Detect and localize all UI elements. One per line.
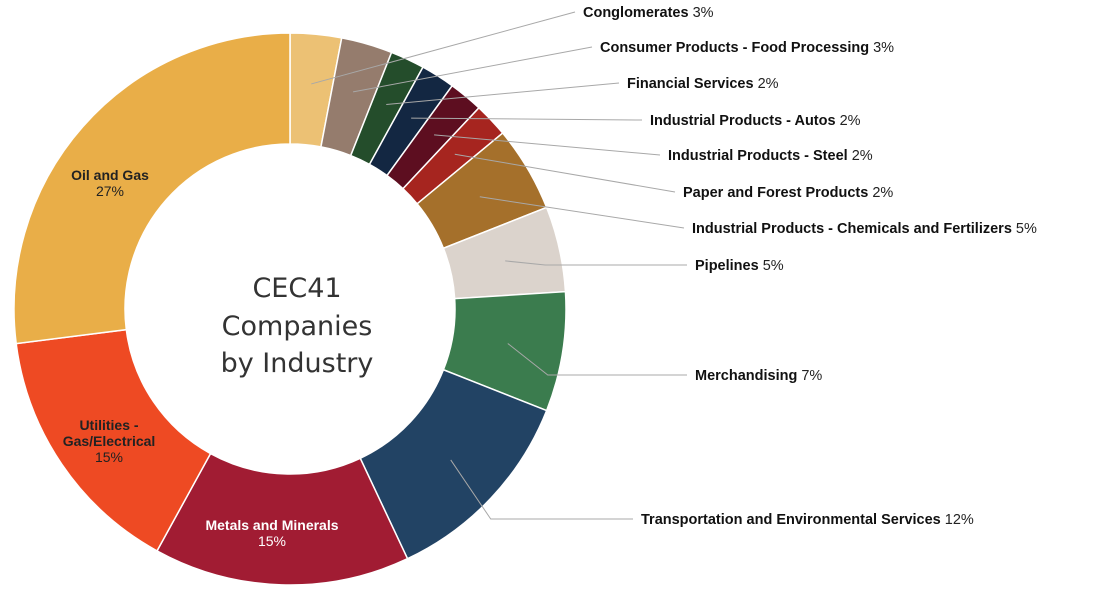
leader-line-pipelines (505, 260, 687, 266)
slice-label-name: Transportation and Environmental Service… (641, 512, 941, 528)
chart-title-line-1: CEC41 (252, 273, 341, 304)
slice-label-conglomerates: Conglomerates 3% (583, 5, 714, 21)
slice-label-industrial-products-steel: Industrial Products - Steel 2% (668, 148, 873, 164)
slice-label-name: Pipelines (695, 258, 759, 274)
slice-label-value: 12% (941, 512, 974, 528)
leader-line-consumer-products-food-processing (352, 46, 593, 93)
donut-slices (13, 32, 567, 586)
slice-label-name: Consumer Products - Food Processing (600, 40, 869, 56)
slice-label-name: Conglomerates (583, 5, 689, 21)
slice-label-value: 3% (689, 5, 714, 21)
leader-line-industrial-products-steel (434, 134, 661, 156)
slice-label-value: 7% (797, 368, 822, 384)
slice-oil-and-gas (13, 32, 291, 345)
slice-label-value: 5% (1012, 221, 1037, 237)
leader-line-merchandising (507, 343, 687, 376)
slice-label-name-utilities-gas-electrical: Gas/Electrical (63, 433, 156, 449)
slice-label-value-oil-and-gas: 27% (96, 183, 124, 199)
slice-label-value-metals-and-minerals: 15% (258, 533, 286, 549)
slice-label-value-utilities-gas-electrical: 15% (95, 449, 123, 465)
slice-label-name: Paper and Forest Products (683, 185, 868, 201)
slice-labels: Conglomerates 3%Consumer Products - Food… (63, 5, 1037, 549)
leader-lines (311, 11, 687, 520)
slice-label-transportation-and-environmental-services: Transportation and Environmental Service… (641, 512, 974, 528)
slice-label-merchandising: Merchandising 7% (695, 368, 822, 384)
leader-line-financial-services (386, 82, 620, 105)
slice-label-name: Financial Services (627, 76, 754, 92)
slice-label-name-oil-and-gas: Oil and Gas (71, 167, 149, 183)
slice-label-paper-and-forest-products: Paper and Forest Products 2% (683, 185, 893, 201)
leader-line-industrial-products-chemicals-and-fertilizers (479, 196, 685, 229)
slice-label-industrial-products-autos: Industrial Products - Autos 2% (650, 113, 861, 129)
slice-label-name: Industrial Products - Chemicals and Fert… (692, 221, 1012, 237)
slice-label-value: 3% (869, 40, 894, 56)
slice-label-financial-services: Financial Services 2% (627, 76, 779, 92)
leader-line-transportation-and-environmental-services (450, 459, 633, 520)
slice-label-name: Industrial Products - Autos (650, 113, 836, 129)
slice-label-consumer-products-food-processing: Consumer Products - Food Processing 3% (600, 40, 894, 56)
slice-label-name-metals-and-minerals: Metals and Minerals (205, 517, 338, 533)
slice-label-pipelines: Pipelines 5% (695, 258, 784, 274)
leader-line-conglomerates (311, 11, 576, 85)
slice-label-value: 5% (759, 258, 784, 274)
slice-label-value: 2% (836, 113, 861, 129)
slice-label-industrial-products-chemicals-and-fertilizers: Industrial Products - Chemicals and Fert… (692, 221, 1037, 237)
slice-label-value: 2% (868, 185, 893, 201)
slice-label-value: 2% (754, 76, 779, 92)
chart-title-line-3: by Industry (221, 348, 374, 379)
slice-label-name-utilities-gas-electrical: Utilities - (79, 417, 138, 433)
chart-title-line-2: Companies (222, 311, 373, 342)
slice-label-name: Industrial Products - Steel (668, 148, 848, 164)
slice-label-value: 2% (848, 148, 873, 164)
leader-line-paper-and-forest-products (454, 153, 676, 193)
leader-line-industrial-products-autos (411, 117, 643, 121)
slice-label-name: Merchandising (695, 368, 797, 384)
